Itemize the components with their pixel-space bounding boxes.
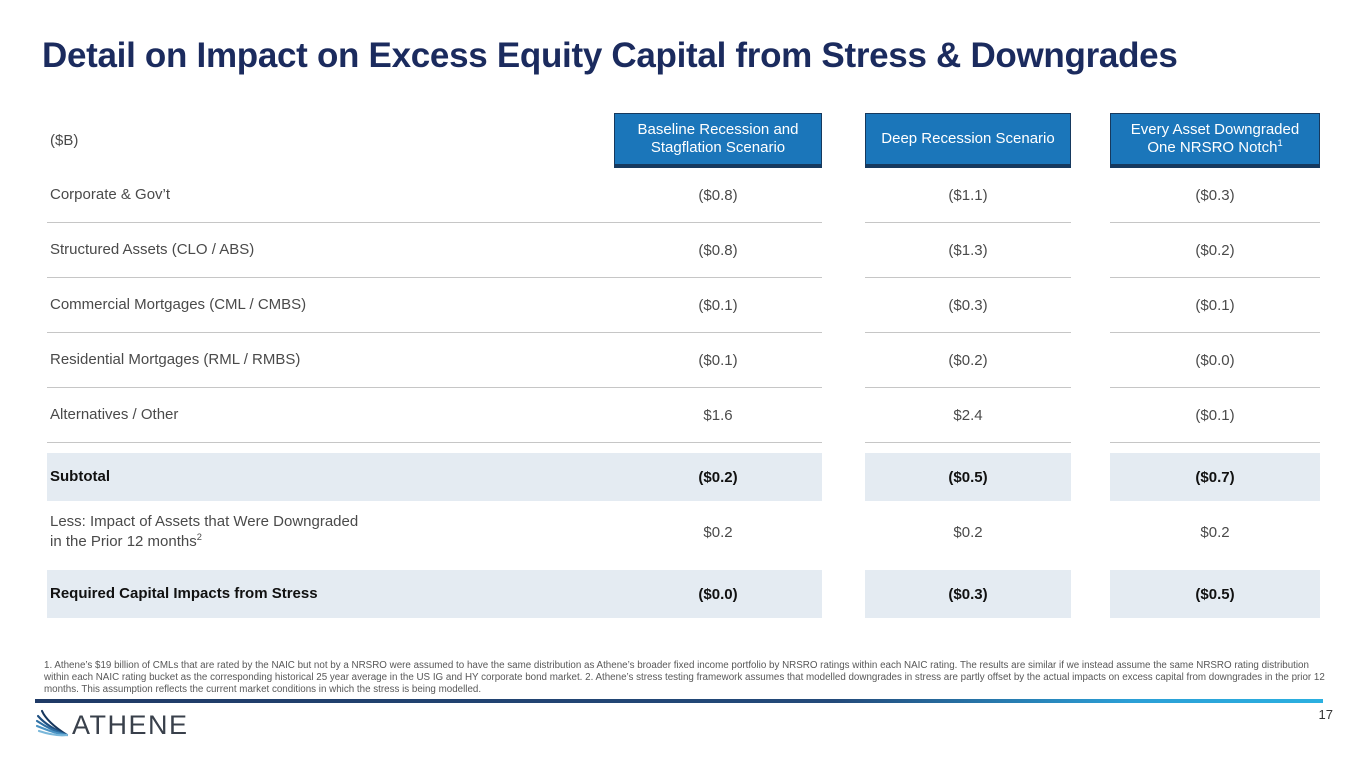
row-value: ($1.3) <box>865 223 1071 278</box>
table-row-residential-mortgages: Residential Mortgages (RML / RMBS) ($0.1… <box>47 333 1320 388</box>
row-label: Corporate & Gov’t <box>50 185 171 203</box>
row-value: ($0.8) <box>698 186 738 204</box>
row-label: Less: Impact of Assets that Were Downgra… <box>50 512 359 550</box>
stress-impact-table: ($B) Baseline Recession and Stagflation … <box>47 113 1320 618</box>
row-value: ($0.8) <box>698 241 738 259</box>
row-value: ($0.3) <box>1110 168 1320 223</box>
row-label: Required Capital Impacts from Stress <box>50 584 318 602</box>
row-value: ($0.0) <box>1110 333 1320 388</box>
row-value: $2.4 <box>865 388 1071 443</box>
row-value: $0.2 <box>1200 523 1230 541</box>
column-header-baseline-recession: Baseline Recession and Stagflation Scena… <box>614 113 822 168</box>
athene-logo-text: ATHENE <box>72 710 189 740</box>
row-label: Subtotal <box>50 467 110 485</box>
page-title: Detail on Impact on Excess Equity Capita… <box>42 36 1178 75</box>
table-row-less-prior-downgrades: Less: Impact of Assets that Were Downgra… <box>47 503 1320 561</box>
row-value: ($0.1) <box>1110 278 1320 333</box>
row-value: ($0.3) <box>865 278 1071 333</box>
table-header-row: ($B) Baseline Recession and Stagflation … <box>47 113 1320 168</box>
row-label: Structured Assets (CLO / ABS) <box>50 240 255 258</box>
row-value: ($0.1) <box>1110 388 1320 443</box>
row-value: ($0.7) <box>1110 453 1320 501</box>
athene-fan-icon <box>35 709 69 742</box>
footnote-text: 1. Athene’s $19 billion of CMLs that are… <box>44 660 1325 695</box>
row-value: $0.2 <box>703 523 733 541</box>
row-value: ($0.1) <box>698 351 738 369</box>
footer-divider <box>35 699 1323 703</box>
table-row-structured-assets: Structured Assets (CLO / ABS) ($0.8) ($1… <box>47 223 1320 278</box>
unit-label: ($B) <box>50 132 79 149</box>
row-value: $1.6 <box>703 406 733 424</box>
column-header-deep-recession: Deep Recession Scenario <box>865 113 1071 168</box>
row-label: Alternatives / Other <box>50 405 179 423</box>
table-row-required-capital: Required Capital Impacts from Stress ($0… <box>47 570 1320 618</box>
row-value: ($0.5) <box>1110 570 1320 618</box>
table-row-subtotal: Subtotal ($0.2) ($0.5) ($0.7) <box>47 453 1320 501</box>
row-value: ($0.2) <box>698 468 738 486</box>
column-header-nrsro-downgrade: Every Asset Downgraded One NRSRO Notch1 <box>1110 113 1320 168</box>
footnote-marker: 1 <box>1277 138 1283 148</box>
row-value: ($1.1) <box>865 168 1071 223</box>
table-row-corporate-govt: Corporate & Gov’t ($0.8) ($1.1) ($0.3) <box>47 168 1320 223</box>
table-row-alternatives-other: Alternatives / Other $1.6 $2.4 ($0.1) <box>47 388 1320 443</box>
row-value: $0.2 <box>953 523 983 541</box>
page-number: 17 <box>1318 707 1333 722</box>
row-value: ($0.2) <box>1110 223 1320 278</box>
row-value: ($0.1) <box>698 296 738 314</box>
table-row-commercial-mortgages: Commercial Mortgages (CML / CMBS) ($0.1)… <box>47 278 1320 333</box>
row-value: ($0.5) <box>865 453 1071 501</box>
row-value: ($0.0) <box>698 585 738 603</box>
row-label: Residential Mortgages (RML / RMBS) <box>50 350 301 368</box>
row-label: Commercial Mortgages (CML / CMBS) <box>50 295 307 313</box>
athene-logo: ATHENE <box>35 709 189 742</box>
row-value: ($0.3) <box>865 570 1071 618</box>
row-value: ($0.2) <box>865 333 1071 388</box>
footnote-marker: 2 <box>196 532 202 542</box>
